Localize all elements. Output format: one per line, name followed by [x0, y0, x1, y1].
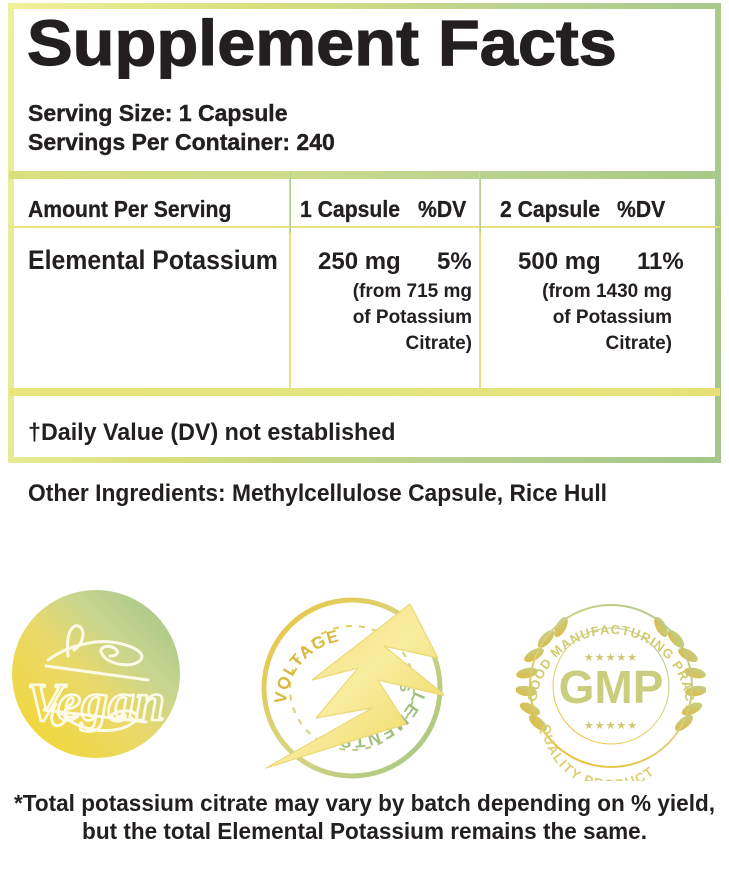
svg-text:GMP: GMP: [559, 661, 664, 713]
svg-text:★★★★★: ★★★★★: [584, 720, 638, 732]
